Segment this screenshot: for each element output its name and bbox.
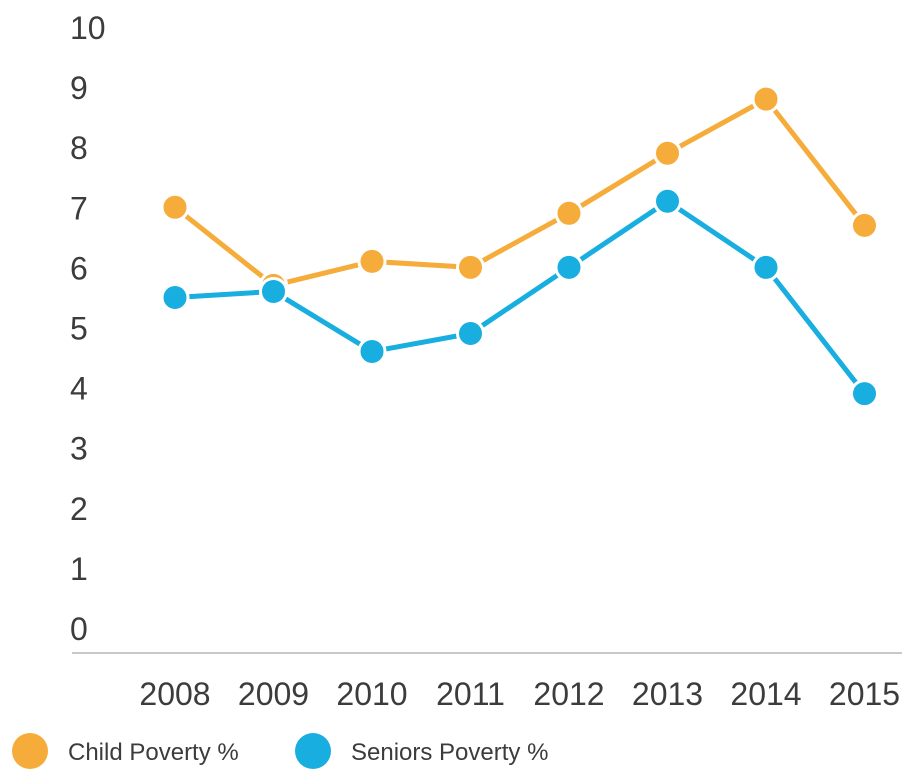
y-tick-label: 7	[70, 190, 88, 226]
series-seniors-poverty	[160, 186, 879, 409]
data-point	[160, 192, 190, 222]
x-tick-label: 2012	[533, 676, 604, 712]
data-point	[259, 276, 288, 306]
data-point	[160, 282, 190, 312]
x-tick-label: 2014	[730, 676, 801, 712]
y-tick-label: 0	[70, 611, 88, 647]
x-tick-label: 2008	[139, 676, 210, 712]
data-point	[554, 198, 584, 228]
legend-label: Child Poverty %	[68, 739, 239, 766]
data-point	[751, 252, 781, 282]
series-line	[172, 198, 867, 397]
y-tick-label: 4	[70, 371, 88, 407]
data-point	[456, 252, 485, 282]
x-tick-label: 2013	[632, 676, 703, 712]
x-axis-ticks: 2008 2009 2010 2011 2012 2013 2014 2015	[139, 676, 900, 712]
y-tick-label: 10	[70, 10, 106, 46]
legend: Child Poverty % Seniors Poverty %	[12, 733, 548, 769]
x-tick-label: 2009	[238, 676, 309, 712]
y-tick-label: 1	[70, 551, 88, 587]
legend-label: Seniors Poverty %	[351, 739, 548, 766]
legend-swatch	[12, 733, 48, 769]
x-tick-label: 2011	[436, 676, 505, 712]
x-tick-label: 2010	[336, 676, 407, 712]
data-point	[554, 252, 584, 282]
y-tick-label: 3	[70, 431, 88, 467]
legend-swatch	[295, 733, 331, 769]
y-tick-label: 9	[70, 70, 88, 106]
y-axis-ticks: 0 1 2 3 4 5 6 7 8 9 10	[70, 10, 106, 647]
data-point	[653, 138, 682, 168]
data-point	[357, 337, 387, 367]
x-tick-label: 2015	[829, 676, 900, 712]
y-tick-label: 6	[70, 250, 88, 286]
data-point	[357, 246, 387, 276]
data-point	[653, 186, 682, 216]
data-point	[751, 84, 781, 114]
series-line	[172, 96, 867, 288]
y-tick-label: 8	[70, 130, 88, 166]
data-point	[456, 319, 485, 349]
y-tick-label: 5	[70, 311, 88, 347]
data-point	[850, 210, 879, 240]
data-point	[850, 379, 879, 409]
y-tick-label: 2	[70, 491, 88, 527]
series-layer	[160, 84, 879, 409]
